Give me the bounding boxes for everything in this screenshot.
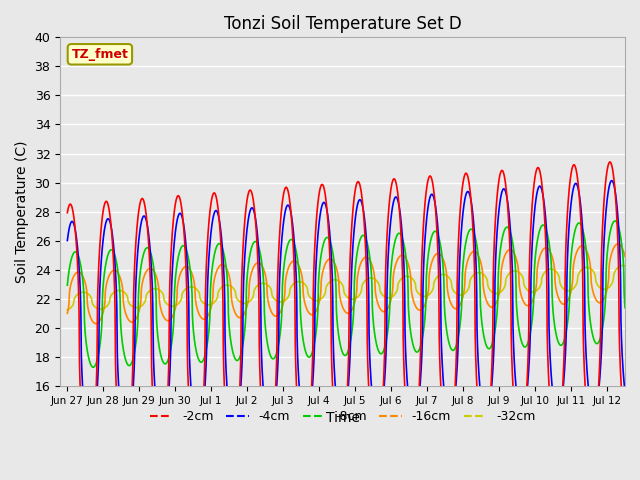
- -32cm: [621, 263, 629, 269]
- -16cm: [617, 243, 625, 249]
- -8cm: [305, 354, 312, 360]
- -16cm: [305, 310, 312, 315]
- -2cm: [621, 425, 629, 431]
- -2cm: [504, 200, 511, 206]
- -8cm: [63, 282, 71, 288]
- -32cm: [616, 263, 624, 269]
- -8cm: [504, 224, 511, 230]
- Line: -16cm: -16cm: [67, 244, 625, 324]
- X-axis label: Time: Time: [326, 411, 360, 425]
- Line: -32cm: -32cm: [67, 265, 625, 310]
- -16cm: [379, 309, 387, 314]
- Text: TZ_fmet: TZ_fmet: [72, 48, 129, 61]
- -4cm: [63, 238, 71, 243]
- -32cm: [332, 277, 340, 283]
- -4cm: [317, 207, 324, 213]
- -8cm: [90, 364, 97, 370]
- Line: -4cm: -4cm: [67, 180, 625, 439]
- -32cm: [317, 296, 324, 302]
- Legend: -2cm, -4cm, -8cm, -16cm, -32cm: -2cm, -4cm, -8cm, -16cm, -32cm: [145, 406, 541, 429]
- -32cm: [379, 292, 387, 298]
- -8cm: [379, 349, 387, 355]
- -16cm: [332, 264, 340, 270]
- -16cm: [63, 311, 71, 316]
- -4cm: [621, 389, 629, 395]
- -16cm: [621, 253, 629, 259]
- -32cm: [619, 263, 627, 268]
- -2cm: [84, 462, 92, 468]
- -16cm: [92, 321, 100, 326]
- -4cm: [305, 419, 312, 424]
- -8cm: [617, 234, 625, 240]
- -2cm: [332, 433, 340, 439]
- -4cm: [332, 395, 340, 400]
- -4cm: [86, 436, 94, 442]
- Line: -2cm: -2cm: [67, 162, 625, 465]
- -32cm: [63, 307, 71, 313]
- Y-axis label: Soil Temperature (C): Soil Temperature (C): [15, 140, 29, 283]
- -32cm: [504, 273, 511, 279]
- -2cm: [617, 372, 625, 378]
- -2cm: [63, 210, 71, 216]
- -4cm: [504, 198, 511, 204]
- -2cm: [305, 429, 312, 434]
- -2cm: [317, 183, 324, 189]
- Line: -8cm: -8cm: [67, 221, 625, 367]
- -8cm: [611, 218, 619, 224]
- -4cm: [617, 285, 625, 290]
- -8cm: [621, 305, 629, 311]
- -2cm: [379, 391, 387, 397]
- Title: Tonzi Soil Temperature Set D: Tonzi Soil Temperature Set D: [224, 15, 461, 33]
- -16cm: [614, 241, 622, 247]
- -2cm: [606, 159, 614, 165]
- -8cm: [317, 253, 324, 259]
- -8cm: [332, 301, 340, 307]
- -32cm: [305, 292, 312, 298]
- -16cm: [317, 287, 324, 293]
- -4cm: [379, 397, 387, 403]
- -16cm: [504, 248, 511, 254]
- -4cm: [608, 178, 616, 183]
